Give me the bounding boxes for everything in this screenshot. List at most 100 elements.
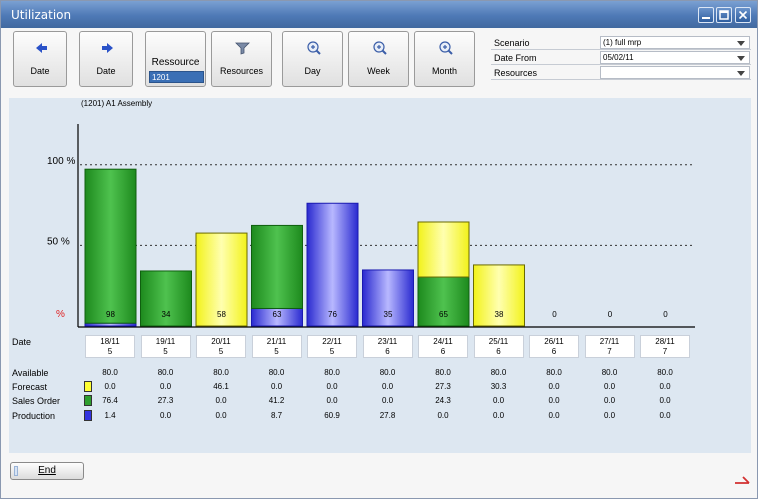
bar-total-label: 76 xyxy=(328,310,337,319)
sales-order-value: 0.0 xyxy=(381,396,394,405)
date-column-header[interactable]: 22/11 5 xyxy=(307,335,357,358)
date-row-label: Date xyxy=(12,337,32,347)
week-value: 6 xyxy=(496,347,501,356)
available-value: 80.0 xyxy=(157,368,174,377)
previous-date-label: Date xyxy=(30,66,50,76)
week-value: 5 xyxy=(274,347,279,356)
month-zoom-label: Month xyxy=(431,66,457,76)
available-value: 80.0 xyxy=(490,368,507,377)
bar-forecast xyxy=(473,264,525,327)
zoom-day-icon xyxy=(283,41,342,55)
bar-sales-order xyxy=(251,224,303,309)
sales-order-value: 0.0 xyxy=(492,396,505,405)
production-row-label: Production xyxy=(12,411,56,421)
month-zoom-button[interactable]: Month xyxy=(414,31,475,87)
available-value: 80.0 xyxy=(546,368,562,377)
date-from-select[interactable]: 05/02/11 xyxy=(600,51,750,64)
week-value: 6 xyxy=(385,347,390,356)
forecast-value: 46.1 xyxy=(213,382,229,391)
week-value: 7 xyxy=(662,347,668,356)
minimize-icon[interactable] xyxy=(698,7,714,23)
ressource-label: Ressource xyxy=(151,57,200,68)
date-column-header[interactable]: 25/11 6 xyxy=(473,335,524,358)
week-value: 5 xyxy=(163,347,168,356)
zoom-week-icon xyxy=(349,41,408,55)
forecast-value: 30.3 xyxy=(490,382,507,391)
maximize-icon[interactable] xyxy=(716,7,732,23)
previous-date-button[interactable]: Date xyxy=(13,31,67,87)
production-value: 0.0 xyxy=(437,411,449,420)
date-column-header[interactable]: 27/11 7 xyxy=(584,335,635,358)
next-date-label: Date xyxy=(96,66,116,76)
scenario-select[interactable]: (1) full mrp xyxy=(600,36,750,49)
day-zoom-button[interactable]: Day xyxy=(282,31,343,87)
chevron-down-icon[interactable] xyxy=(737,41,745,46)
next-date-button[interactable]: Date xyxy=(79,31,133,87)
day-zoom-label: Day xyxy=(304,66,321,76)
date-value: 21/11 xyxy=(266,337,287,346)
date-value: 25/11 xyxy=(488,337,509,346)
date-column-header[interactable]: 23/11 6 xyxy=(362,335,413,358)
filter-icon xyxy=(212,41,271,55)
forecast-value: 0.0 xyxy=(104,382,116,391)
production-legend-swatch xyxy=(84,410,92,421)
week-zoom-button[interactable]: Week xyxy=(348,31,409,87)
resources-row: Resources xyxy=(491,66,751,80)
forecast-value: 0.0 xyxy=(548,382,560,391)
end-button[interactable]: End xyxy=(10,462,84,480)
bar-total-label: 35 xyxy=(384,310,393,319)
scenario-value: (1) full mrp xyxy=(603,38,642,47)
title-bar: Utilization xyxy=(1,1,757,28)
forecast-value: 0.0 xyxy=(381,382,394,391)
date-column-header[interactable]: 24/11 6 xyxy=(418,335,468,358)
production-value: 0.0 xyxy=(603,411,616,420)
close-icon[interactable] xyxy=(735,7,751,23)
resize-grip-icon[interactable] xyxy=(734,475,750,487)
available-value: 80.0 xyxy=(379,368,396,377)
ressource-input[interactable]: 1201 xyxy=(149,71,204,83)
date-from-label: Date From xyxy=(494,53,537,63)
resources-filter-button[interactable]: Resources xyxy=(211,31,272,87)
date-from-value: 05/02/11 xyxy=(603,53,634,62)
sales-order-value: 76.4 xyxy=(102,396,118,405)
bar-total-label: 0 xyxy=(663,310,668,319)
reference-line-label: 50 % xyxy=(47,236,70,247)
bar-sales-order xyxy=(84,168,137,324)
production-value: 1.4 xyxy=(104,411,116,420)
end-label: End xyxy=(38,465,56,476)
zoom-month-icon xyxy=(415,41,474,55)
date-value: 26/11 xyxy=(544,337,564,346)
date-value: 20/11 xyxy=(211,337,231,346)
resources-select[interactable] xyxy=(600,66,750,79)
arrow-left-icon xyxy=(14,41,66,55)
bar-total-label: 34 xyxy=(162,310,171,319)
available-value: 80.0 xyxy=(102,368,118,377)
date-column-header[interactable]: 18/11 5 xyxy=(85,335,135,358)
date-column-header[interactable]: 20/11 5 xyxy=(196,335,246,358)
available-value: 80.0 xyxy=(268,368,285,377)
bar-total-label: 65 xyxy=(439,310,448,319)
bar-total-label: 38 xyxy=(495,310,504,319)
forecast-value: 27.3 xyxy=(435,382,451,391)
week-value: 6 xyxy=(440,347,446,356)
arrow-right-icon xyxy=(80,41,132,55)
bar-total-label: 63 xyxy=(273,310,282,319)
date-value: 18/11 xyxy=(100,337,120,346)
date-column-header[interactable]: 28/11 7 xyxy=(640,335,690,358)
sales-order-value: 41.2 xyxy=(268,396,285,405)
end-button-accent xyxy=(14,466,18,476)
chart-title: (1201) A1 Assembly xyxy=(81,99,152,108)
chevron-down-icon[interactable] xyxy=(737,56,745,61)
available-value: 80.0 xyxy=(324,368,340,377)
production-value: 0.0 xyxy=(215,411,227,420)
date-column-header[interactable]: 26/11 6 xyxy=(529,335,579,358)
bar-production xyxy=(362,269,414,327)
date-column-header[interactable]: 21/11 5 xyxy=(251,335,302,358)
sales-order-value: 0.0 xyxy=(603,396,616,405)
sales-order-value: 0.0 xyxy=(215,396,227,405)
week-value: 5 xyxy=(329,347,335,356)
date-column-header[interactable]: 19/11 5 xyxy=(140,335,191,358)
sales-order-row-label: Sales Order xyxy=(12,396,61,406)
bar-sales-order xyxy=(140,270,192,327)
chevron-down-icon[interactable] xyxy=(737,71,745,76)
